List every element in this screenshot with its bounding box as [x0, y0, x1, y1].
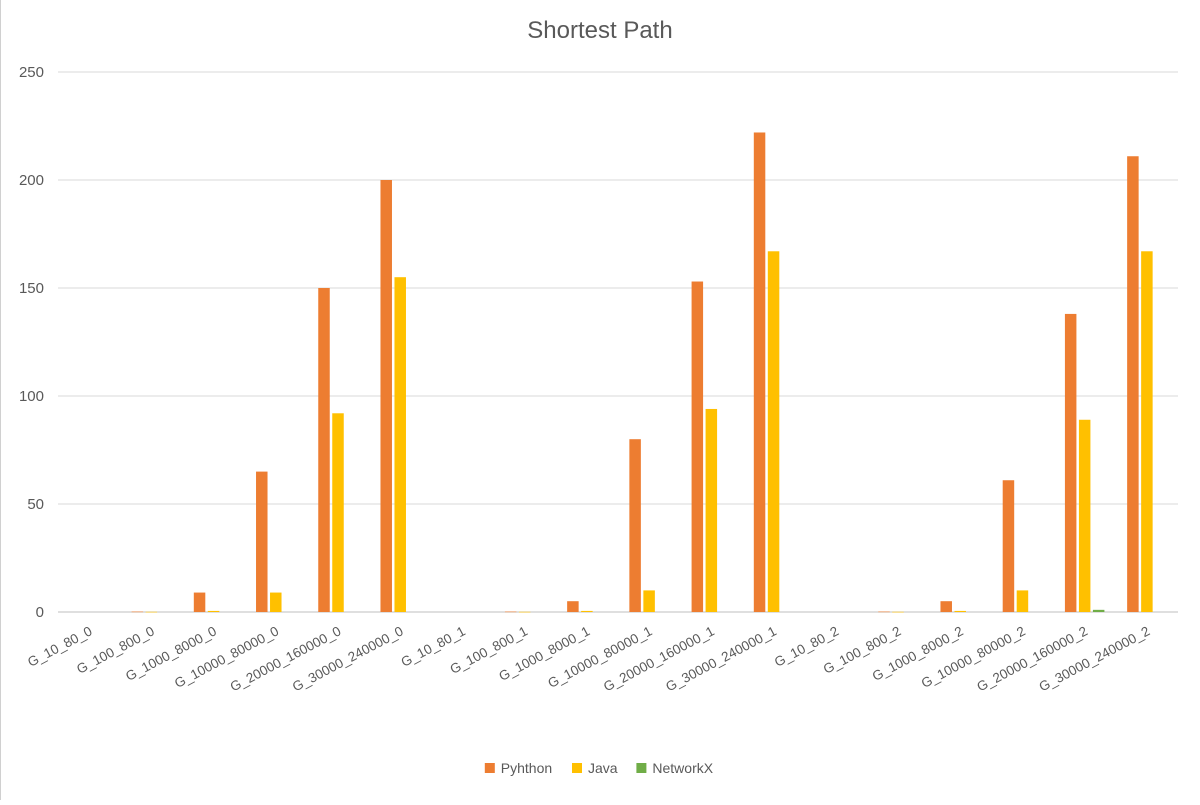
bar-pyhthon-g-100-800-0: [131, 611, 144, 613]
bar-java-g-1000-8000-0: [207, 610, 220, 612]
bar-java-g-10000-80000-2: [1016, 590, 1029, 612]
bar-java-g-10000-80000-0: [270, 592, 282, 612]
bar-java-g-30000-240000-0: [394, 277, 406, 612]
legend-swatch-pyhthon: [484, 763, 495, 773]
bar-pyhthon-g-1000-8000-0: [193, 592, 206, 612]
bar-java-g-30000-240000-2: [1141, 251, 1153, 612]
legend-label-java: Java: [588, 760, 618, 776]
x-axis-ticks: G_10_80_0G_100_800_0G_1000_8000_0G_10000…: [25, 623, 1152, 694]
gridlines: [58, 71, 1178, 613]
x-tick-label: G_30000_240000_2: [1037, 623, 1153, 694]
bar-java-g-10000-80000-1: [643, 590, 655, 612]
bar-pyhthon-g-30000-240000-1: [753, 132, 766, 613]
bar-pyhthon-g-20000-160000-2: [1064, 313, 1077, 612]
bar-java-g-20000-160000-0: [332, 413, 344, 612]
bar-pyhthon-g-100-800-1: [504, 611, 517, 613]
bars: [131, 132, 1153, 613]
bar-java-g-1000-8000-1: [581, 610, 593, 612]
bar-pyhthon-g-20000-160000-0: [318, 288, 330, 612]
x-tick-label: G_30000_240000_0: [290, 623, 406, 694]
bar-java-g-100-800-1: [518, 611, 531, 613]
bar-java-g-20000-160000-2: [1078, 419, 1091, 612]
y-tick-label: 50: [27, 496, 44, 513]
x-tick-label: G_20000_160000_2: [974, 623, 1090, 694]
bar-java-g-30000-240000-1: [767, 251, 780, 612]
y-tick-label: 200: [19, 172, 44, 189]
bar-pyhthon-g-20000-160000-1: [691, 281, 704, 612]
bar-networkx-g-20000-160000-2: [1092, 609, 1105, 612]
legend-swatch-networkx: [636, 763, 647, 773]
bar-pyhthon-g-1000-8000-1: [567, 601, 579, 612]
y-tick-label: 150: [19, 280, 44, 297]
bar-java-g-100-800-2: [892, 611, 904, 613]
bar-pyhthon-g-30000-240000-2: [1127, 156, 1139, 613]
bar-pyhthon-g-10000-80000-0: [256, 471, 268, 612]
y-tick-label: 0: [36, 604, 44, 621]
bar-java-g-100-800-0: [145, 611, 158, 613]
x-tick-label: G_20000_160000_0: [228, 623, 344, 694]
x-tick-label: G_20000_160000_1: [601, 623, 717, 694]
y-tick-label: 250: [19, 64, 44, 81]
bar-pyhthon-g-30000-240000-0: [380, 180, 392, 612]
y-tick-label: 100: [19, 388, 44, 405]
chart-title: Shortest Path: [527, 17, 672, 44]
bar-pyhthon-g-10000-80000-1: [629, 439, 641, 612]
bar-pyhthon-g-100-800-2: [878, 611, 890, 613]
legend: Pyhthon Java NetworkX: [484, 760, 714, 776]
x-tick-label: G_30000_240000_1: [663, 623, 779, 694]
bar-pyhthon-g-1000-8000-2: [940, 601, 952, 612]
y-axis-ticks: 0 50 100 150 200 250: [19, 64, 44, 621]
legend-label-networkx: NetworkX: [652, 760, 713, 776]
bar-pyhthon-g-10000-80000-2: [1002, 480, 1015, 612]
left-border: [0, 0, 1, 800]
legend-label-pyhthon: Pyhthon: [501, 760, 552, 776]
bar-java-g-20000-160000-1: [705, 408, 718, 612]
legend-swatch-java: [572, 763, 582, 773]
bar-java-g-1000-8000-2: [954, 610, 966, 612]
